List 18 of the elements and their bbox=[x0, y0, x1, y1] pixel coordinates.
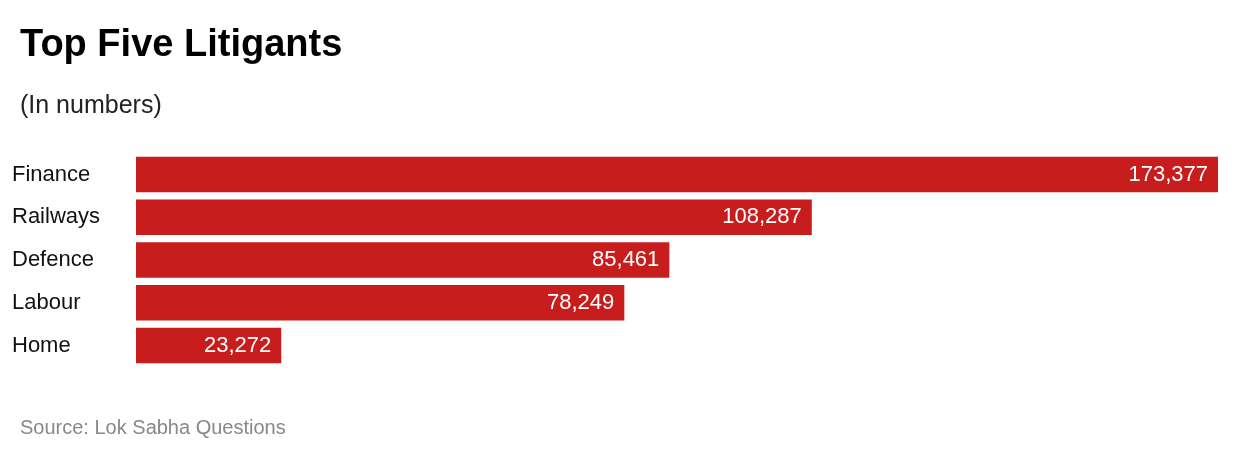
y-tick-label: Railways bbox=[12, 203, 101, 229]
bar bbox=[136, 199, 812, 236]
bar bbox=[136, 284, 625, 321]
data-label: 173,377 bbox=[1128, 160, 1208, 186]
y-tick-label: Finance bbox=[12, 160, 91, 186]
data-label: 108,287 bbox=[722, 203, 802, 229]
chart-subtitle: (In numbers) bbox=[20, 90, 162, 119]
bar bbox=[136, 156, 1218, 193]
data-label: 85,461 bbox=[592, 246, 660, 272]
bar bbox=[136, 242, 670, 278]
chart-title: Top Five Litigants bbox=[20, 22, 343, 65]
data-label: 78,249 bbox=[547, 288, 615, 314]
bar bbox=[136, 327, 282, 364]
source-note: Source: Lok Sabha Questions bbox=[20, 416, 286, 439]
y-tick-label: Defence bbox=[12, 246, 94, 272]
y-tick-label: Home bbox=[12, 331, 71, 357]
data-label: 23,272 bbox=[203, 331, 272, 357]
y-tick-label: Labour bbox=[12, 288, 81, 314]
